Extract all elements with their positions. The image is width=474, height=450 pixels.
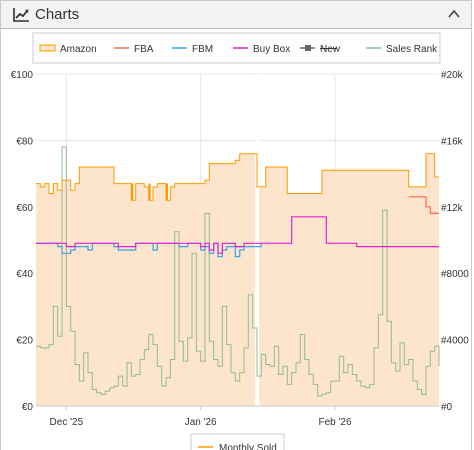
y-right-tick-label: #0	[441, 402, 453, 413]
y-left-tick-label: €100	[11, 70, 34, 81]
legend-monthly-sold-label: Monthly Sold	[219, 443, 277, 450]
legend-sales-rank: Sales Rank	[366, 44, 438, 55]
legend-new: New	[300, 44, 341, 55]
x-tick-label: Feb '26	[318, 417, 351, 428]
plot-area	[36, 74, 440, 406]
y-left-tick-label: €40	[16, 269, 33, 280]
y-left-tick-label: €80	[16, 136, 33, 147]
legend-sales-rank-label: Sales Rank	[386, 44, 438, 55]
y-right-tick-label: #20k	[441, 70, 464, 81]
amazon-line	[36, 153, 439, 201]
legend-buy-box: Buy Box	[233, 44, 290, 55]
y-left-tick-label: €0	[22, 402, 34, 413]
chart-axes: €0 €20 €40 €60 €80 €100 #0 #4000 #8000 #12k #16k #2…	[11, 70, 469, 428]
fba-line	[408, 196, 439, 214]
legend-fbm: FBM	[172, 44, 213, 55]
x-tick-label: Jan '26	[185, 417, 217, 428]
legend-buy-box-label: Buy Box	[253, 44, 290, 55]
legend-fba-label: FBA	[134, 44, 154, 55]
x-tick-label: Dec '25	[50, 417, 84, 428]
amazon-area	[36, 153, 439, 406]
y-left-tick-label: €60	[16, 203, 33, 214]
charts-panel-header[interactable]: Charts	[0, 0, 472, 29]
legend2-box	[190, 433, 285, 450]
legend-amazon-label: Amazon	[60, 44, 97, 55]
legend-new-marker	[305, 45, 311, 51]
amazon-gap	[254, 74, 260, 406]
price-history-chart: Amazon FBA FBM Buy Box New Sales Rank €0 €20 €4…	[11, 32, 469, 450]
monthly-sold-legend: Monthly Sold	[190, 433, 285, 450]
y-right-tick-label: #12k	[441, 203, 464, 214]
y-right-tick-label: #8000	[441, 269, 469, 280]
chevron-up-icon[interactable]	[447, 7, 461, 21]
buybox-line	[36, 216, 439, 254]
salesrank-line	[36, 146, 440, 397]
panel-title: Charts	[35, 6, 80, 23]
legend-amazon-swatch	[39, 44, 56, 52]
legend-fba: FBA	[114, 44, 154, 55]
legend-fbm-label: FBM	[192, 44, 213, 55]
charts-panel-body	[0, 29, 472, 450]
line-chart-icon	[13, 8, 29, 22]
y-right-tick-label: #16k	[441, 136, 464, 147]
y-right-tick-label: #4000	[441, 336, 469, 347]
y-left-tick-label: €20	[16, 336, 33, 347]
legend-new-label: New	[320, 44, 341, 55]
legend-amazon: Amazon	[39, 44, 97, 55]
chart-legend: Amazon FBA FBM Buy Box New Sales Rank	[32, 32, 441, 64]
